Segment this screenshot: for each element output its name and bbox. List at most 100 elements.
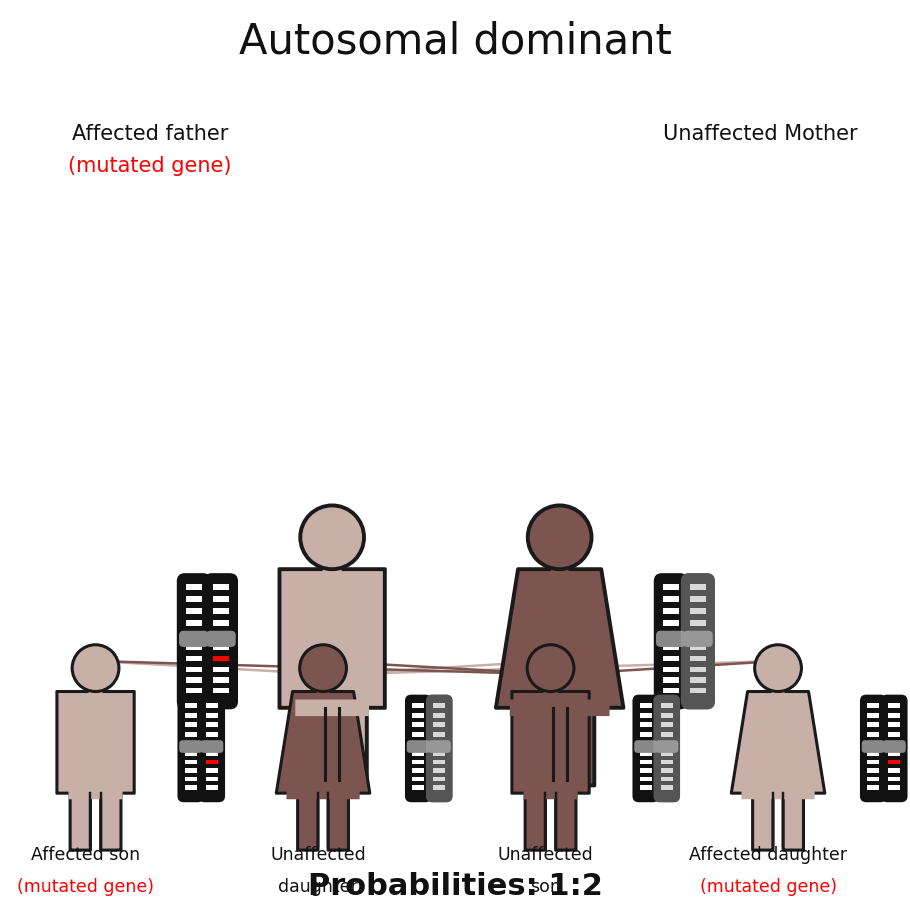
FancyBboxPatch shape [405, 695, 431, 802]
FancyBboxPatch shape [200, 740, 223, 753]
FancyBboxPatch shape [883, 740, 905, 753]
Bar [640, 777, 652, 781]
FancyBboxPatch shape [57, 691, 134, 793]
Bar [867, 760, 879, 764]
Bar [433, 712, 445, 718]
Bar [186, 584, 202, 590]
FancyBboxPatch shape [198, 695, 225, 802]
Circle shape [754, 645, 802, 691]
FancyBboxPatch shape [339, 708, 367, 785]
Bar [690, 687, 706, 693]
FancyBboxPatch shape [681, 573, 715, 710]
FancyBboxPatch shape [772, 687, 784, 696]
Bar [185, 785, 197, 790]
Bar [661, 712, 672, 718]
Bar [206, 769, 217, 772]
Bar [206, 712, 217, 718]
Bar [206, 777, 217, 781]
Bar [640, 760, 652, 764]
FancyBboxPatch shape [279, 569, 385, 708]
Text: daughter: daughter [278, 878, 358, 896]
FancyBboxPatch shape [298, 793, 318, 850]
Bar [663, 645, 679, 650]
Circle shape [72, 645, 119, 691]
FancyBboxPatch shape [753, 793, 773, 850]
Bar [213, 666, 228, 672]
Bar [690, 584, 706, 590]
FancyBboxPatch shape [862, 740, 885, 753]
Bar [185, 703, 197, 708]
Circle shape [300, 505, 364, 569]
Bar [661, 785, 672, 790]
FancyBboxPatch shape [287, 787, 359, 799]
Circle shape [299, 645, 347, 691]
Bar [867, 769, 879, 772]
Bar [185, 751, 197, 756]
Text: (mutated gene): (mutated gene) [68, 156, 232, 176]
Bar [185, 712, 197, 718]
Bar [867, 751, 879, 756]
FancyBboxPatch shape [525, 793, 545, 850]
Bar [867, 712, 879, 718]
Bar [640, 712, 652, 718]
Bar [663, 656, 679, 662]
Bar [663, 620, 679, 626]
Bar [433, 760, 445, 764]
Bar [888, 785, 900, 790]
Bar [412, 712, 424, 718]
Bar [206, 732, 217, 736]
Bar [213, 608, 228, 614]
FancyBboxPatch shape [179, 740, 202, 753]
Bar [433, 777, 445, 781]
Bar [867, 703, 879, 708]
Bar [213, 584, 228, 590]
Bar [888, 723, 900, 727]
FancyBboxPatch shape [653, 695, 680, 802]
Bar [661, 703, 672, 708]
Bar [867, 777, 879, 781]
FancyBboxPatch shape [525, 708, 552, 785]
FancyBboxPatch shape [742, 787, 814, 799]
Bar [412, 769, 424, 772]
FancyBboxPatch shape [784, 793, 804, 850]
Bar [433, 751, 445, 756]
Bar [690, 620, 706, 626]
FancyBboxPatch shape [683, 631, 713, 647]
Bar [412, 777, 424, 781]
Bar [661, 777, 672, 781]
FancyBboxPatch shape [543, 687, 558, 696]
Bar [186, 596, 202, 602]
Bar [185, 723, 197, 727]
Bar [640, 751, 652, 756]
Bar [185, 760, 197, 764]
Bar [663, 666, 679, 672]
FancyBboxPatch shape [204, 573, 238, 710]
Bar [206, 703, 217, 708]
Bar [412, 751, 424, 756]
Text: Unaffected: Unaffected [498, 845, 593, 864]
FancyBboxPatch shape [632, 695, 659, 802]
Bar [888, 751, 900, 756]
Bar [186, 608, 202, 614]
FancyBboxPatch shape [634, 740, 657, 753]
Bar [867, 732, 879, 736]
Bar [663, 608, 679, 614]
FancyBboxPatch shape [653, 573, 688, 710]
Bar [888, 760, 900, 764]
FancyBboxPatch shape [295, 699, 369, 716]
Text: son: son [531, 878, 561, 896]
Bar [206, 760, 217, 764]
Bar [185, 732, 197, 736]
FancyBboxPatch shape [653, 695, 680, 802]
Bar [433, 732, 445, 736]
Bar [640, 723, 652, 727]
Circle shape [527, 645, 574, 691]
FancyBboxPatch shape [681, 573, 715, 710]
Text: Affected daughter: Affected daughter [689, 845, 847, 864]
Bar [888, 712, 900, 718]
Bar [661, 751, 672, 756]
Bar [640, 785, 652, 790]
Text: (mutated gene): (mutated gene) [17, 878, 154, 896]
Bar [185, 777, 197, 781]
Bar [663, 596, 679, 602]
